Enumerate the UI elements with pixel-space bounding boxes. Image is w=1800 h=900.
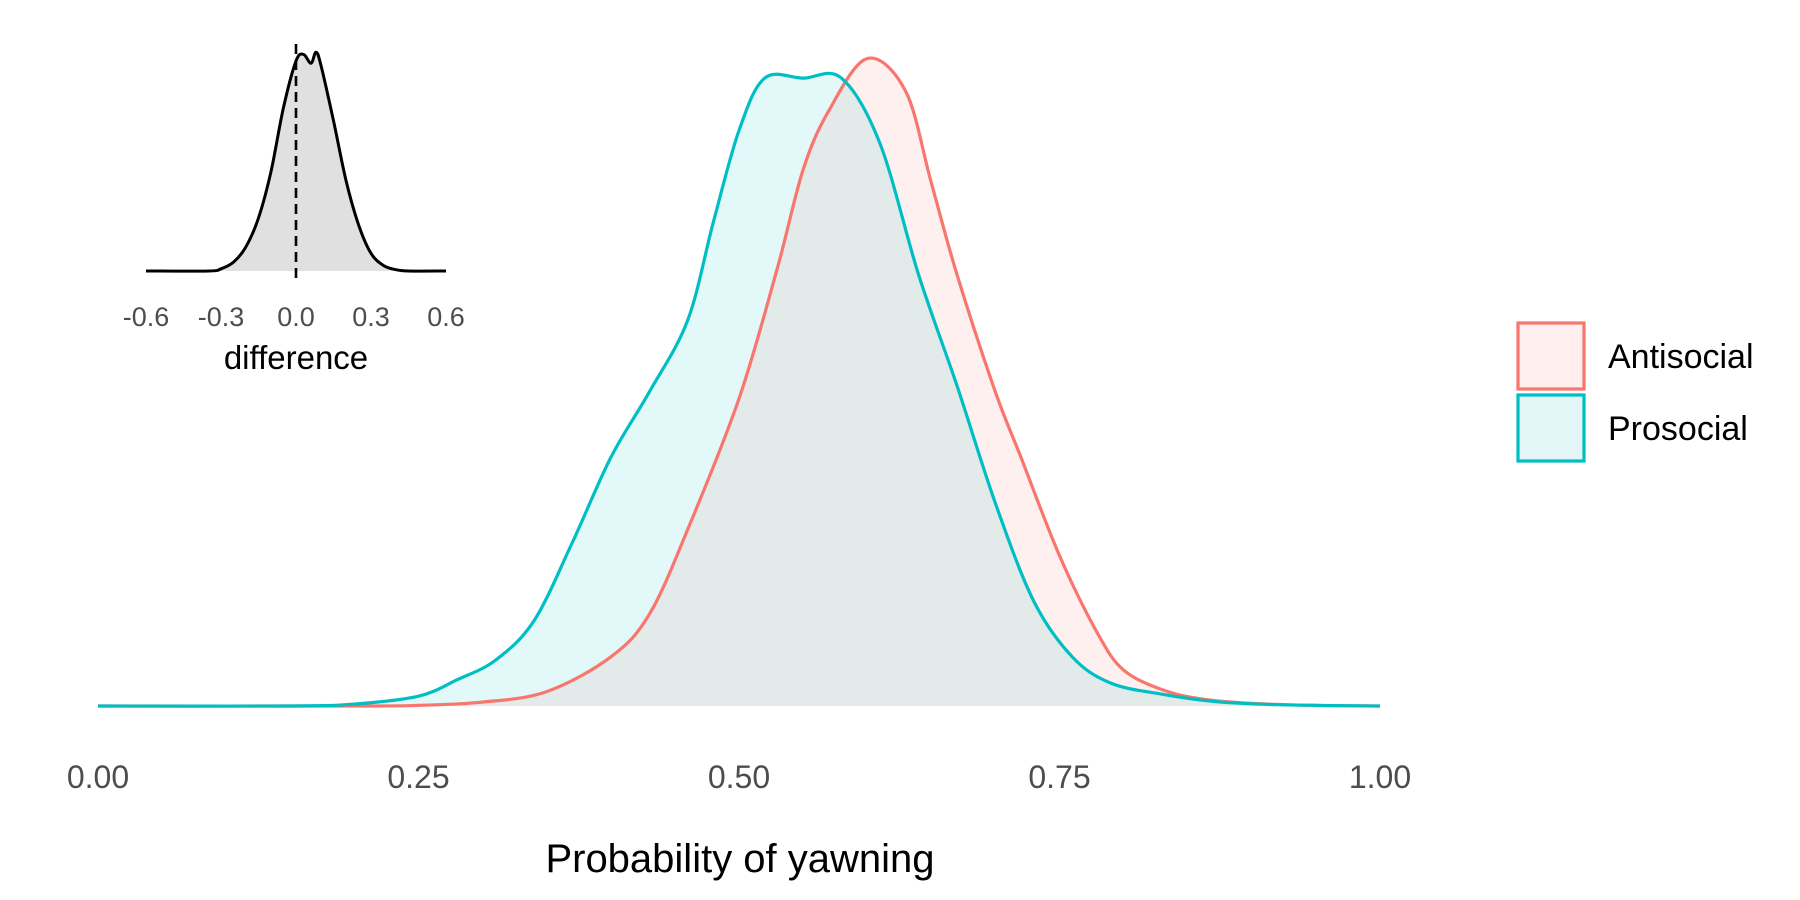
inset-x-tick-label: -0.3 xyxy=(198,302,245,332)
main-x-tick-label: 0.50 xyxy=(708,759,770,795)
inset-x-axis-title: difference xyxy=(224,339,368,376)
inset-x-tick-label: 0.6 xyxy=(427,302,465,332)
legend-key-prosocial xyxy=(1516,393,1586,463)
legend-label-antisocial: Antisocial xyxy=(1608,338,1754,376)
main-x-tick-label: 0.25 xyxy=(387,759,449,795)
main-x-axis-ticks: 0.00 0.25 0.50 0.75 1.00 xyxy=(67,759,1411,795)
legend: Antisocial Prosocial xyxy=(1516,321,1754,463)
main-x-axis-title: Probability of yawning xyxy=(545,837,934,881)
inset-x-axis-ticks: -0.6 -0.3 0.0 0.3 0.6 xyxy=(123,302,465,332)
main-x-tick-label: 0.75 xyxy=(1028,759,1090,795)
density-area-prosocial xyxy=(98,73,1380,707)
main-density-plot xyxy=(97,56,1381,708)
inset-x-tick-label: -0.6 xyxy=(123,302,170,332)
inset-density-line xyxy=(145,50,447,273)
inset-x-tick-label: 0.0 xyxy=(277,302,315,332)
legend-key-antisocial xyxy=(1516,321,1586,391)
density-line-antisocial xyxy=(97,56,1381,708)
inset-density-plot xyxy=(145,44,447,283)
inset-x-tick-label: 0.3 xyxy=(352,302,390,332)
main-x-tick-label: 0.00 xyxy=(67,759,129,795)
legend-label-prosocial: Prosocial xyxy=(1608,410,1748,448)
density-line-prosocial xyxy=(97,71,1381,708)
main-x-tick-label: 1.00 xyxy=(1349,759,1411,795)
density-area-antisocial xyxy=(98,58,1380,707)
